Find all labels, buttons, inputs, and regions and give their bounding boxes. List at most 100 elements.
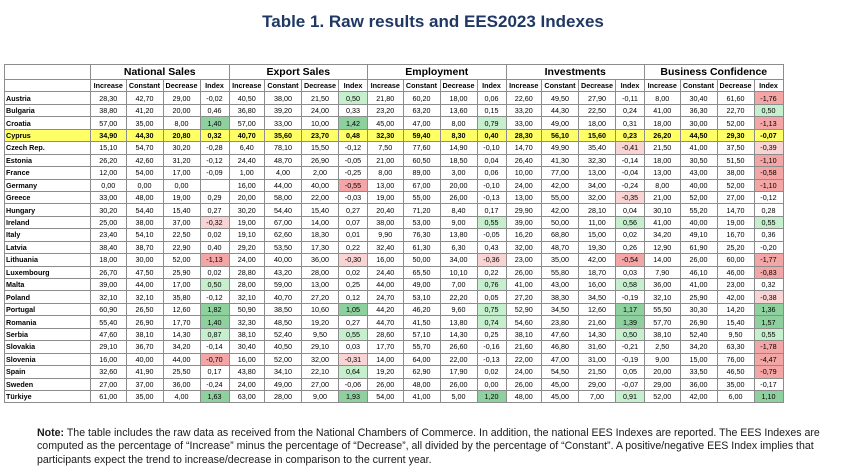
value-cell: 26,00 [439, 377, 478, 391]
value-cell: 26,20 [90, 153, 127, 168]
note-label: Note: [37, 427, 65, 439]
value-cell: 22,00 [301, 190, 339, 205]
index-cell: -0,25 [338, 166, 368, 180]
value-cell: 26,90 [125, 315, 164, 329]
value-cell: 53,00 [402, 215, 441, 230]
value-cell: 20,00 [162, 103, 201, 118]
value-cell: 20,00 [228, 190, 265, 205]
index-cell: 0,07 [338, 215, 368, 230]
value-cell: 28,30 [90, 91, 127, 105]
index-cell: -0,13 [476, 190, 507, 205]
value-cell: 40,00 [301, 178, 339, 192]
index-cell: 1,40 [199, 315, 230, 329]
value-cell: 35,60 [264, 128, 302, 143]
value-cell: 25,90 [162, 265, 201, 280]
value-cell: 14,00 [301, 215, 339, 230]
index-cell: 1,39 [615, 315, 645, 329]
index-cell: 0,02 [338, 265, 368, 280]
value-cell: 21,50 [578, 365, 616, 379]
value-cell: 10,60 [301, 302, 339, 317]
value-cell: 63,00 [228, 389, 265, 404]
value-cell: 15,10 [90, 141, 127, 155]
value-cell: 15,40 [716, 315, 755, 329]
subheader: Constant [679, 78, 718, 93]
subheader: Index [338, 78, 368, 93]
value-cell: 15,00 [578, 228, 616, 242]
country-cell: Sweden [4, 377, 91, 391]
value-cell: 22,00 [505, 352, 542, 367]
value-cell: 51,50 [716, 153, 755, 168]
value-cell: 55,00 [402, 190, 441, 205]
value-cell: 29,30 [716, 128, 755, 143]
subheader: Increase [644, 78, 681, 93]
subheader: Increase [367, 78, 404, 93]
index-cell: 0,03 [615, 265, 645, 280]
value-cell: 36,70 [125, 340, 164, 354]
value-cell: 22,20 [439, 290, 478, 304]
value-cell: 20,40 [367, 203, 404, 217]
value-cell: 32,00 [505, 240, 542, 255]
value-cell: 16,20 [505, 228, 542, 242]
value-cell: 33,20 [505, 103, 542, 118]
value-cell: 8,00 [162, 116, 201, 130]
group-header: Employment [367, 64, 507, 80]
value-cell: 20,80 [162, 128, 201, 143]
value-cell: 32,60 [90, 365, 127, 379]
index-cell: 1,42 [338, 116, 368, 130]
value-cell: 14,30 [578, 327, 616, 342]
subheader: Increase [90, 78, 127, 93]
table-row: Slovenia 16,00 40,00 44,00 -0,70 16,00 52,00 32… [4, 352, 784, 367]
value-cell: 38,10 [125, 327, 164, 342]
value-cell: 16,00 [228, 178, 265, 192]
value-cell: 59,40 [402, 128, 441, 143]
value-cell: 52,00 [679, 190, 718, 205]
index-cell: 0,29 [199, 190, 230, 205]
index-cell: 0,15 [476, 103, 507, 118]
value-cell: 23,20 [367, 103, 404, 118]
value-cell: 10,00 [301, 116, 339, 130]
value-cell: 35,00 [541, 253, 579, 267]
value-cell: 4,00 [264, 166, 302, 180]
value-cell: 63,20 [402, 103, 441, 118]
value-cell: 41,00 [644, 103, 681, 118]
value-cell: 26,60 [439, 340, 478, 354]
value-cell: 3,00 [439, 166, 478, 180]
value-cell: 41,90 [125, 365, 164, 379]
value-cell: 42,70 [125, 91, 164, 105]
value-cell: 21,60 [505, 340, 542, 354]
value-cell: 42,00 [716, 290, 755, 304]
value-cell: 33,00 [505, 116, 542, 130]
index-cell: 0,48 [338, 128, 368, 143]
table-row: Hungary 30,20 54,40 15,40 0,27 30,20 54,40 15,4… [4, 203, 784, 217]
value-cell: 38,40 [90, 240, 127, 255]
value-cell: 14,70 [505, 141, 542, 155]
index-cell: -0,10 [476, 141, 507, 155]
value-cell: 38,00 [367, 215, 404, 230]
value-cell: 34,20 [644, 228, 681, 242]
table-row: Portugal 60,90 26,50 12,60 1,82 50,90 38,50 10,… [4, 302, 784, 317]
table-row: Germany 0,00 0,00 0,00 16,00 44,00 40,00 -0,55 1… [4, 178, 784, 192]
value-cell: 48,00 [402, 377, 441, 391]
value-cell: 34,20 [162, 340, 201, 354]
value-cell: 17,00 [162, 277, 201, 292]
value-cell: 30,00 [125, 253, 164, 267]
value-cell: 60,20 [402, 91, 441, 105]
value-cell: 67,00 [402, 178, 441, 192]
value-cell: 8,30 [439, 128, 478, 143]
table-row: Croatia 57,00 35,00 8,00 1,40 57,00 33,00 10,00… [4, 116, 784, 130]
value-cell: 57,00 [228, 116, 265, 130]
index-cell: -0,05 [338, 153, 368, 168]
table-row: Cyprus 34,90 44,30 20,80 0,32 40,70 35,60 23,70… [4, 128, 784, 143]
value-cell: 11,00 [578, 215, 616, 230]
value-cell: 55,70 [402, 340, 441, 354]
value-cell: 48,00 [505, 389, 542, 404]
index-cell: 0,64 [338, 365, 368, 379]
value-cell: 30,00 [679, 116, 718, 130]
value-cell: 15,00 [679, 352, 718, 367]
value-cell: 48,70 [541, 240, 579, 255]
value-cell: 49,90 [541, 141, 579, 155]
value-cell: 38,80 [90, 103, 127, 118]
value-cell: 19,00 [716, 215, 755, 230]
value-cell: 52,90 [505, 302, 542, 317]
value-cell: 16,70 [716, 228, 755, 242]
